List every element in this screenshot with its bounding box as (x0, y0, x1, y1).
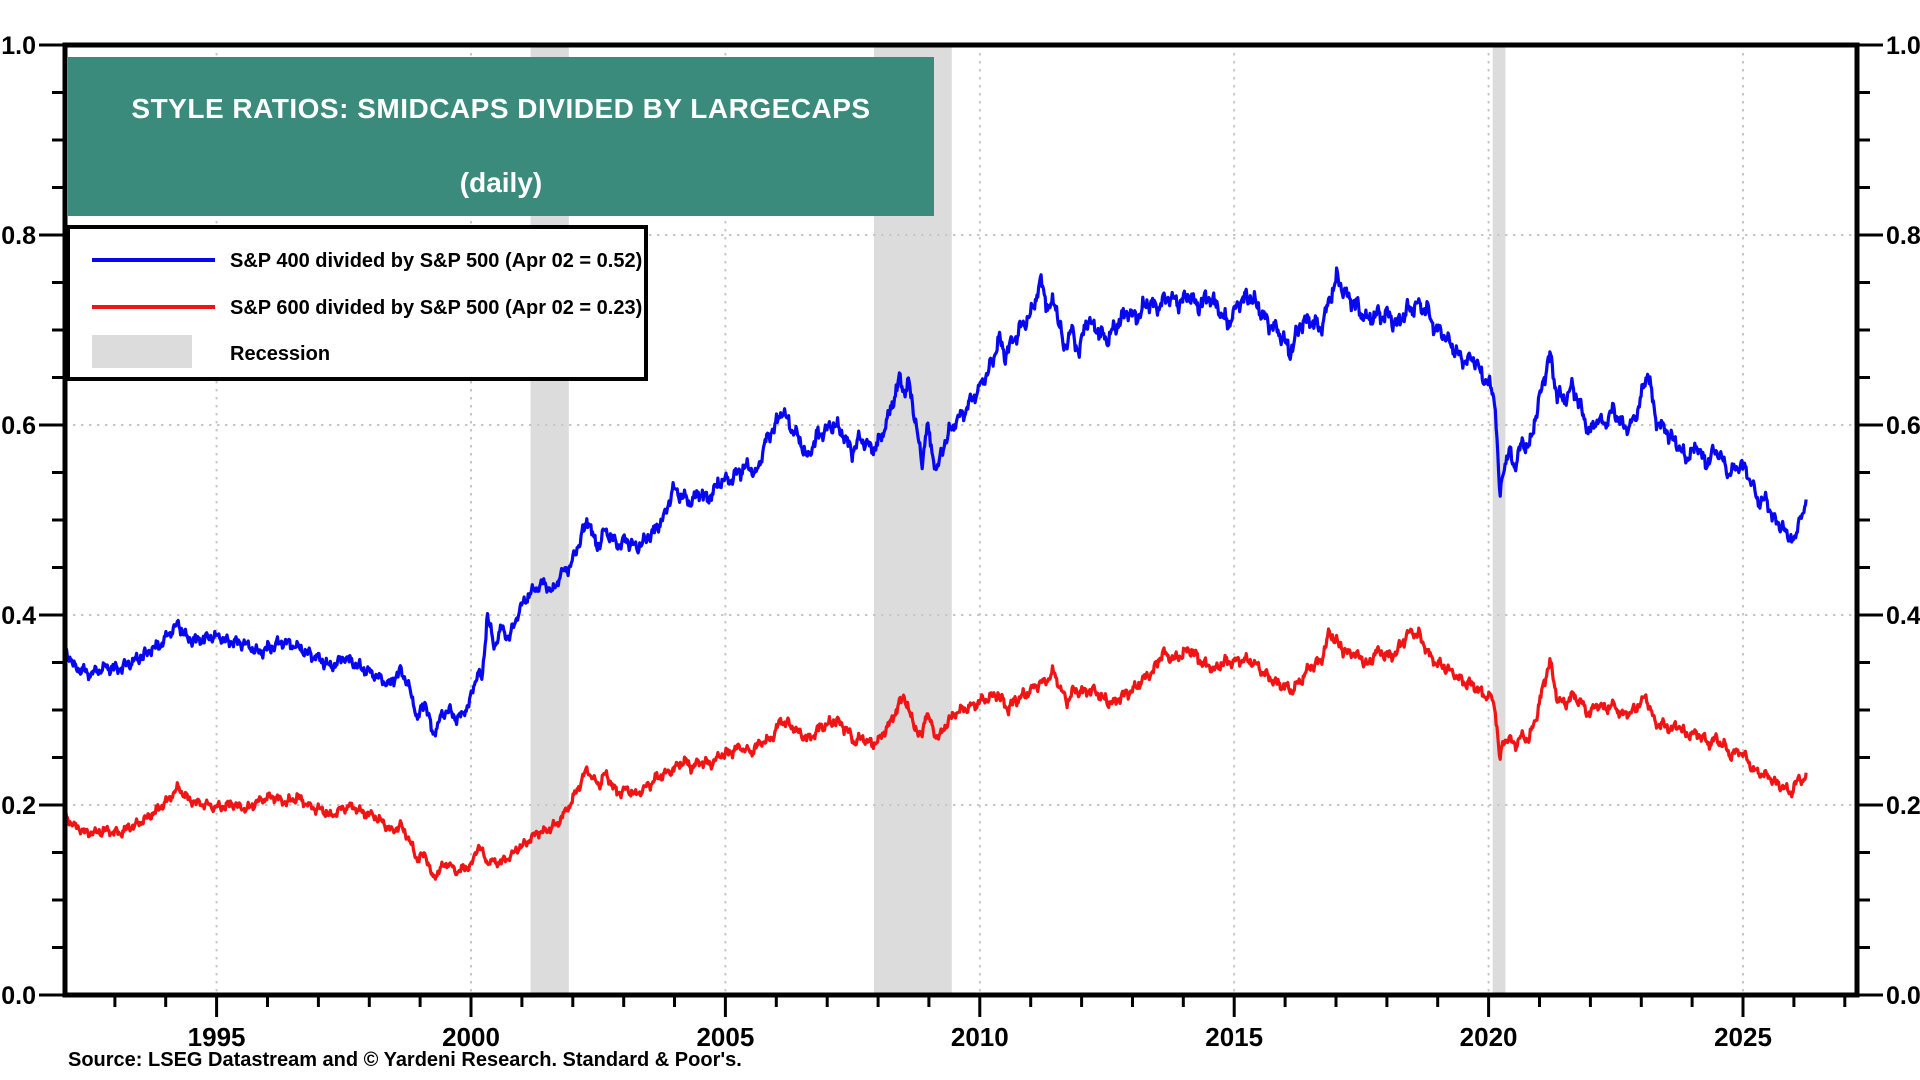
x-axis-label: 2005 (696, 1022, 754, 1052)
recession-band (1492, 45, 1506, 995)
y-axis-label-left: 0.4 (1, 602, 36, 630)
legend-label-sp600: S&P 600 divided by S&P 500 (Apr 02 = 0.2… (230, 297, 642, 319)
x-axis-label: 2025 (1714, 1022, 1772, 1052)
y-axis-label-right: 1.0 (1886, 32, 1920, 60)
legend: S&P 400 divided by S&P 500 (Apr 02 = 0.5… (66, 225, 648, 381)
y-axis-label-right: 0.6 (1886, 412, 1920, 440)
y-axis-label-left: 1.0 (1, 32, 36, 60)
x-axis-label: 1995 (188, 1022, 246, 1052)
x-axis-label: 2020 (1460, 1022, 1518, 1052)
y-axis-label-left: 0.2 (1, 792, 36, 820)
y-axis-label-left: 0.6 (1, 412, 36, 440)
series-line-sp600 (65, 626, 1808, 881)
x-axis-label: 2015 (1205, 1022, 1263, 1052)
legend-label-sp400: S&P 400 divided by S&P 500 (Apr 02 = 0.5… (230, 250, 642, 272)
y-axis-label-right: 0.8 (1886, 222, 1920, 250)
legend-band-swatch-recession (92, 335, 192, 368)
y-axis-label-right: 0.0 (1886, 982, 1920, 1010)
axis-ticks-layer (39, 43, 1883, 1017)
legend-label-recession: Recession (230, 343, 330, 365)
y-axis-label-right: 0.2 (1886, 792, 1920, 820)
y-axis-label-left: 0.0 (1, 982, 36, 1010)
chart-title: STYLE RATIOS: SMIDCAPS DIVIDED BY LARGEC… (131, 93, 870, 124)
chart-subtitle: (daily) (460, 167, 542, 198)
series-layer (65, 266, 1808, 881)
series-line-sp400 (65, 266, 1808, 738)
y-axis-label-right: 0.4 (1886, 602, 1920, 630)
y-axis-label-left: 0.8 (1, 222, 36, 250)
axis-labels-layer: 1.0 1.0 0.8 0.8 0.6 0.6 0.4 0.4 0.2 0.2 0.0 0.0 1995… (1, 32, 1920, 1052)
title-block: STYLE RATIOS: SMIDCAPS DIVIDED BY LARGEC… (68, 57, 934, 216)
title-box (68, 57, 934, 216)
gridlines-layer (65, 45, 1857, 995)
source-text: Source: LSEG Datastream and © Yardeni Re… (68, 1049, 742, 1071)
x-axis-label: 2000 (442, 1022, 500, 1052)
x-axis-label: 2010 (951, 1022, 1009, 1052)
